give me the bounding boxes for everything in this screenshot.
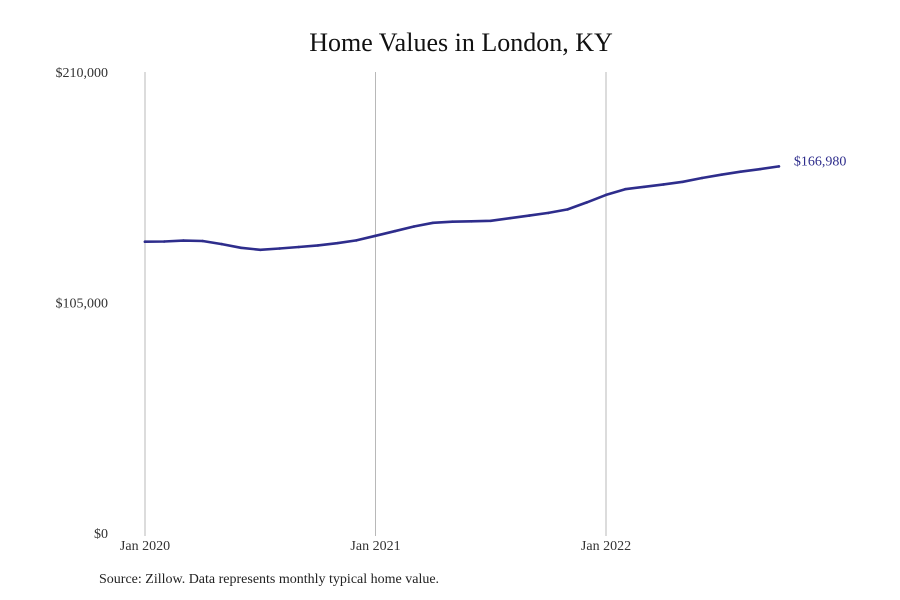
data-point	[431, 221, 435, 225]
data-point	[278, 247, 281, 250]
y-tick-label: $210,000	[56, 66, 109, 81]
x-tick-label: Jan 2022	[581, 539, 631, 554]
data-point	[412, 225, 416, 228]
data-point	[758, 167, 761, 171]
data-point	[662, 183, 665, 186]
data-point	[297, 245, 301, 249]
data-point	[527, 214, 531, 217]
data-point	[681, 180, 685, 184]
data-point	[585, 201, 589, 204]
data-point	[566, 208, 569, 211]
data-point	[201, 239, 204, 243]
data-point	[316, 244, 320, 247]
data-point	[547, 211, 550, 215]
data-point	[393, 229, 397, 233]
data-point	[182, 239, 185, 242]
y-tick-label: $105,000	[56, 297, 109, 312]
data-point	[451, 220, 454, 223]
data-point	[700, 176, 704, 180]
data-point	[720, 173, 723, 176]
data-point	[355, 239, 358, 242]
data-point	[643, 185, 646, 189]
data-point	[143, 240, 147, 243]
y-axis-ticks: $210,000 $105,000 $0	[56, 66, 109, 542]
series-line	[143, 165, 781, 252]
data-point	[239, 246, 243, 250]
data-point	[470, 220, 473, 223]
end-value-label: $166,980	[794, 154, 847, 169]
data-point	[508, 216, 512, 220]
y-tick-label: $0	[94, 527, 108, 542]
data-point	[623, 187, 627, 191]
data-point	[259, 248, 262, 252]
series-layer	[143, 165, 781, 252]
data-point	[739, 170, 742, 173]
data-point	[220, 242, 224, 246]
source-note: Source: Zillow. Data represents monthly …	[99, 572, 440, 587]
data-point	[489, 219, 493, 223]
data-point	[335, 241, 339, 245]
data-point	[162, 240, 166, 243]
x-tick-label: Jan 2021	[350, 539, 400, 554]
data-point	[374, 234, 377, 238]
chart-title: Home Values in London, KY	[309, 28, 613, 57]
data-point	[777, 165, 781, 168]
grid-lines	[144, 72, 607, 536]
x-tick-label: Jan 2020	[120, 539, 170, 554]
data-point	[604, 193, 608, 197]
x-axis-ticks: Jan 2020 Jan 2021 Jan 2022	[120, 539, 631, 554]
